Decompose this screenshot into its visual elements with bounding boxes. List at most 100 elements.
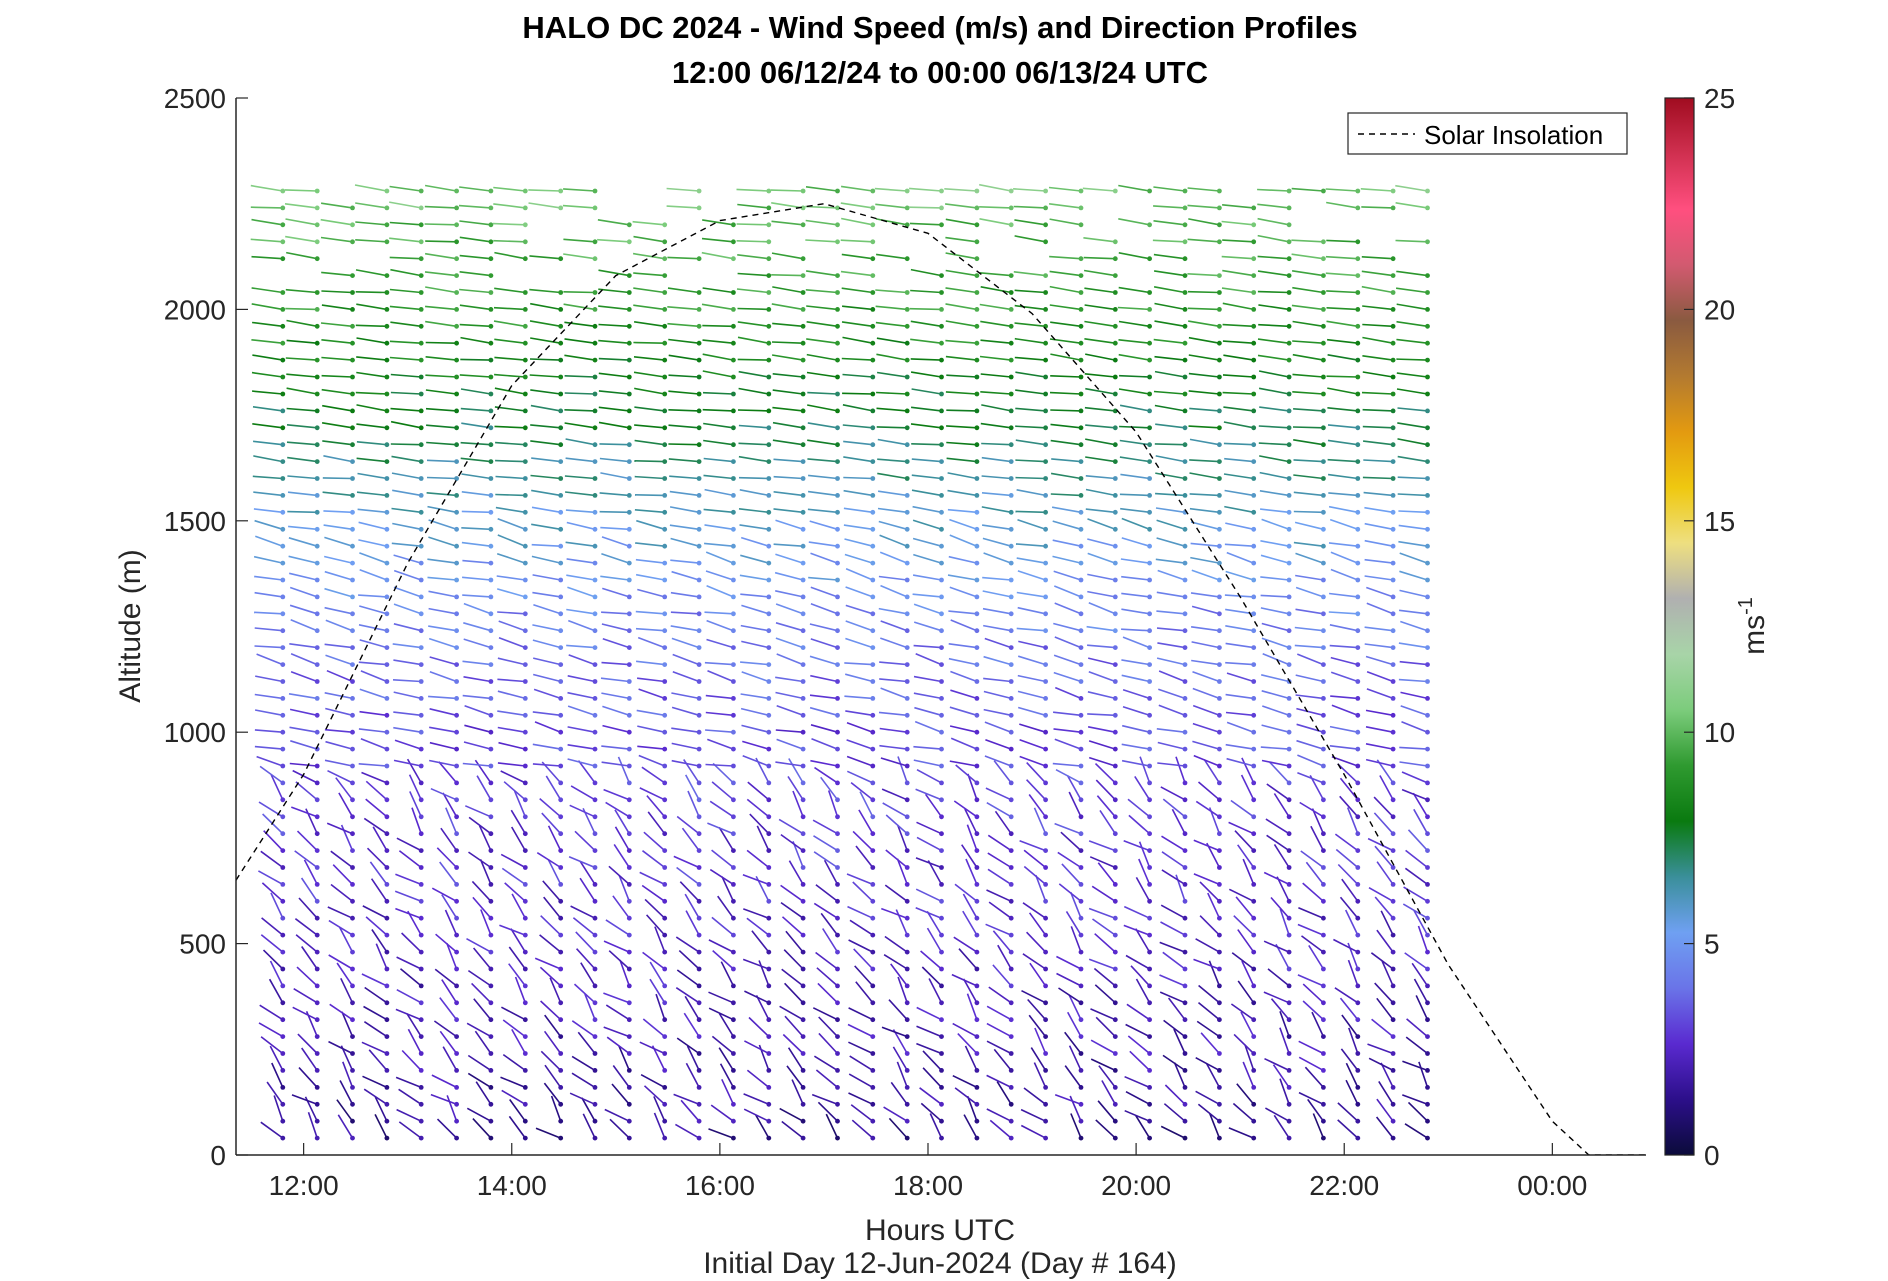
wind-barb-head [1008,188,1014,194]
wind-barb [1329,644,1358,649]
wind-barb [1017,518,1046,531]
wind-barb-head [731,696,736,701]
wind-barb [500,1076,526,1089]
wind-barb [463,676,492,683]
wind-barb-head [1321,898,1326,904]
wind-barb [1087,726,1116,733]
wind-barb [842,336,873,344]
wind-barb [1297,923,1324,936]
wind-barb [1058,883,1082,902]
wind-barb [564,422,596,429]
wind-barb-head [974,323,980,329]
wind-barb [392,643,422,649]
wind-barb-head [626,1101,632,1107]
wind-barb-head [454,307,459,312]
wind-barb-head [1321,763,1326,769]
wind-barb [707,738,734,750]
wind-barb-head [1078,983,1084,989]
wind-barb [996,1081,1012,1105]
wind-barb-head [1286,273,1292,278]
wind-barb-head [1425,543,1430,549]
wind-barb [1279,1011,1290,1037]
wind-barb-head [1112,1000,1118,1006]
wind-barb-head [1286,256,1292,262]
wind-barb [563,303,596,311]
wind-barb-head [870,256,876,262]
wind-barb [670,625,700,632]
wind-barb-head [939,763,944,769]
wind-barb-head [592,679,598,684]
wind-barb-head [1112,239,1118,245]
wind-barb-head [1078,340,1084,346]
wind-barb-head [522,340,528,346]
wind-barb [1261,518,1290,531]
wind-barb-head [558,729,564,735]
wind-barb [913,553,942,564]
wind-barb-head [314,932,320,938]
wind-barb-head [1321,340,1326,346]
wind-barb [980,422,1012,429]
wind-barb-head [314,645,320,650]
wind-barb [530,440,561,446]
wind-barb [1398,524,1428,531]
wind-barb-head [1182,1101,1188,1107]
wind-barb-head [1355,712,1361,718]
wind-barb [528,189,561,192]
wind-barb-head [350,476,355,481]
wind-barb [565,491,596,497]
wind-barb [910,268,942,277]
wind-barb [876,371,908,378]
wind-barb-head [974,1017,980,1023]
wind-barb [876,391,908,395]
wind-barb [1345,1062,1359,1088]
wind-barb [598,339,630,344]
wind-barb-head [488,814,494,820]
wind-barb [259,1004,284,1021]
wind-barb-head [1008,949,1014,955]
wind-barb [393,569,422,581]
wind-barb [1367,1043,1394,1055]
wind-barb-head [1286,915,1292,921]
wind-barb [981,442,1012,446]
wind-barb-head [870,560,876,566]
wind-barb [845,604,874,615]
wind-barb [1327,387,1358,395]
wind-barb [1292,320,1324,328]
wind-barb [462,694,491,700]
wind-barb-head [696,594,702,600]
wind-barb [948,555,978,564]
wind-barb-head [1425,476,1430,481]
wind-barb [1380,1062,1394,1088]
wind-barb [825,1113,839,1139]
wind-barb [1221,255,1254,260]
wind-barb [582,1113,596,1139]
wind-barb [565,509,596,514]
wind-barb-head [1112,459,1118,464]
wind-barb [776,738,804,750]
wind-barb [915,907,942,919]
wind-barb-head [1425,746,1430,752]
wind-barb [771,202,804,209]
wind-barb-head [1008,340,1014,346]
wind-barb-head [1078,1135,1084,1141]
wind-barb [639,1041,666,1055]
wind-barb-head [1043,1118,1048,1124]
wind-barb [922,1050,943,1071]
wind-barb-head [1425,1017,1430,1023]
wind-barb [1327,424,1358,429]
wind-barb [702,287,734,294]
wind-barb [913,692,942,700]
wind-barb-head [1217,966,1222,972]
wind-barb-head [418,780,424,786]
wind-barb [1030,1047,1047,1071]
wind-barb [1118,339,1150,344]
wind-barb [859,791,874,818]
wind-barb [808,576,838,581]
wind-barb-head [314,949,320,955]
wind-barb-head [418,831,424,837]
wind-barb [1399,761,1428,767]
wind-barb-head [592,374,598,380]
wind-barb-head [280,729,286,735]
wind-barb-head [1355,662,1361,667]
wind-barb [1085,387,1116,395]
